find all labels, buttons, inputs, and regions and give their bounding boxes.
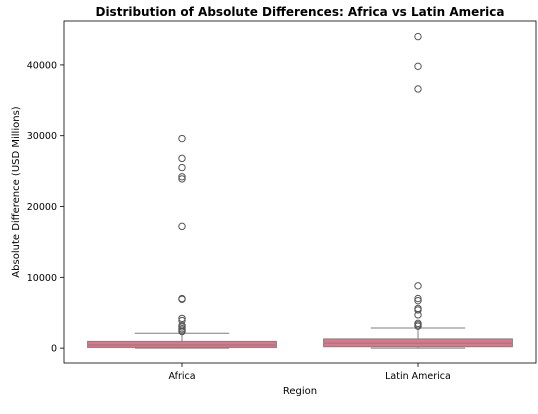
y-tick-label: 30000 [27, 131, 57, 142]
outlier-point [178, 173, 186, 181]
y-axis-label: Absolute Difference (USD Millions) [11, 106, 22, 277]
outlier-point [414, 62, 422, 71]
outlier-point [178, 294, 186, 303]
x-axis: Africa Latin America [168, 363, 451, 382]
outlier-point [178, 321, 186, 330]
plot-area [63, 20, 537, 364]
outlier-point [178, 154, 186, 163]
x-tick-label: Latin America [385, 371, 451, 382]
outlier-point [414, 85, 422, 93]
outlier-point [414, 282, 422, 290]
outlier-point [414, 319, 422, 328]
x-tick-label: Africa [168, 371, 195, 382]
y-tick-label: 0 [51, 344, 57, 355]
y-tick-label: 10000 [27, 273, 57, 284]
boxes [87, 32, 513, 349]
x-axis-label: Region [283, 386, 317, 397]
outlier-point [178, 314, 186, 323]
chart-title: Distribution of Absolute Differences: Af… [95, 5, 504, 19]
outlier-point [414, 294, 422, 303]
y-tick-label: 20000 [27, 202, 57, 213]
outlier-point [178, 163, 186, 172]
box-group [323, 32, 513, 349]
box [87, 340, 277, 348]
outlier-point [178, 222, 186, 231]
outlier-point [414, 32, 422, 41]
outlier-point [178, 175, 186, 183]
y-tick-label: 40000 [27, 60, 57, 71]
box-group [87, 134, 277, 349]
outlier-point [178, 134, 186, 143]
outlier-point [414, 296, 422, 305]
outlier-point [178, 316, 186, 325]
y-axis: 0 10000 20000 30000 40000 [27, 60, 64, 355]
outlier-point [414, 304, 422, 313]
